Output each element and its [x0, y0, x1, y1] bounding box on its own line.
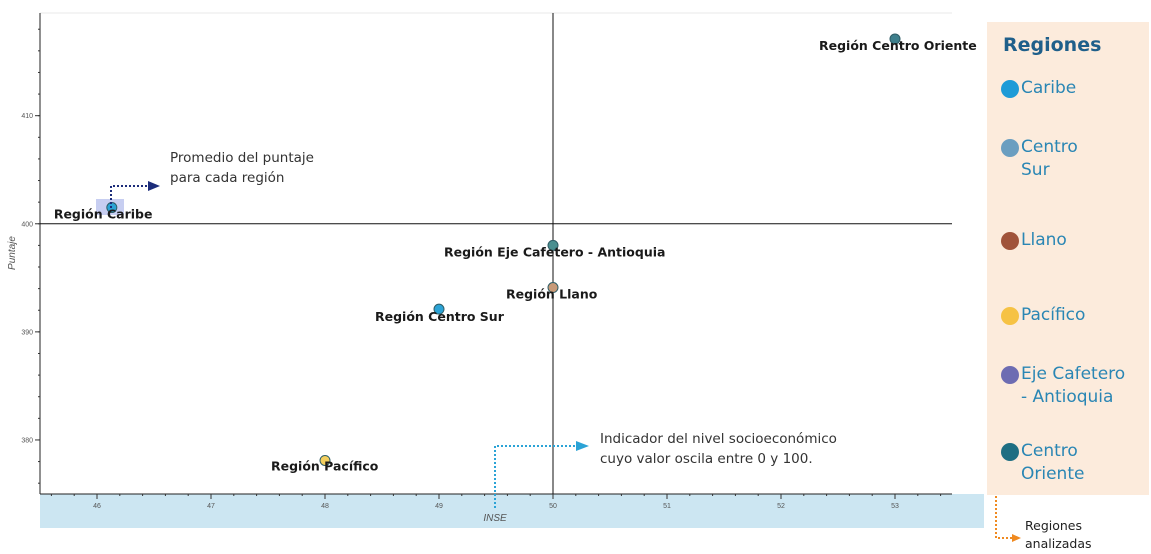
- legend-panel: Regiones Caribe Centro Sur Llano Pacífic…: [987, 22, 1149, 495]
- legend-label: Centro: [1021, 137, 1078, 157]
- data-point-label: Región Centro Oriente: [819, 38, 977, 53]
- legend-dot-icon: [1001, 443, 1019, 461]
- legend-item-centro-oriente: Centro Oriente: [1001, 440, 1084, 486]
- data-point-label: Región Eje Cafetero - Antioquia: [444, 244, 665, 259]
- annotation-line: Indicador del nivel socioeconómico: [600, 431, 837, 447]
- data-point: [547, 239, 559, 251]
- y-tick-label: 390: [21, 329, 33, 336]
- data-point-label: Región Centro Sur: [375, 309, 505, 324]
- annotation-inse: Indicador del nivel socioeconómico cuyo …: [494, 431, 837, 508]
- y-axis-ticks: 380 390 400 410: [21, 113, 40, 444]
- x-tick-label: 46: [93, 503, 101, 510]
- annotation-line: cuyo valor oscila entre 0 y 100.: [600, 451, 813, 467]
- legend-label: Oriente: [1021, 464, 1085, 484]
- y-axis-title: Puntaje: [7, 236, 18, 270]
- x-tick-label: 47: [207, 503, 215, 510]
- annotation-score-average: Promedio del puntaje para cada región: [110, 150, 314, 208]
- legend-label: Sur: [1021, 160, 1050, 180]
- x-tick-label: 51: [663, 503, 671, 510]
- legend-label: Centro: [1021, 441, 1078, 461]
- legend-item-eje-cafetero: Eje Cafetero - Antioquia: [1001, 363, 1125, 409]
- data-point-label: Región Pacífico: [271, 458, 379, 473]
- data-point: [319, 454, 331, 466]
- data-point: [889, 33, 901, 45]
- annotation-line: Promedio del puntaje: [170, 150, 314, 166]
- x-axis-band: [40, 494, 984, 528]
- x-axis-ticks: 46 47 48 49 50 51 52 53: [93, 494, 899, 510]
- legend-dot-icon: [1001, 307, 1019, 325]
- data-point-label: Región Caribe: [54, 207, 153, 222]
- x-tick-label: 52: [777, 503, 785, 510]
- data-point: [547, 282, 559, 294]
- y-tick-label: 380: [21, 437, 33, 444]
- legend-dot-icon: [1001, 232, 1019, 250]
- regions-note: Regiones analizadas: [1025, 518, 1092, 551]
- legend-dot-icon: [1001, 366, 1019, 384]
- regions-note-connector: [995, 496, 1021, 542]
- x-axis-title: INSE: [483, 513, 507, 524]
- arrow-icon: [1012, 534, 1021, 542]
- note-connector-line: [995, 496, 1012, 539]
- arrow-icon: [576, 441, 589, 451]
- legend-label: Eje Cafetero: [1021, 364, 1126, 384]
- legend-item-caribe: Caribe: [1001, 77, 1076, 100]
- annotation-line: para cada región: [170, 170, 284, 186]
- x-tick-label: 50: [549, 503, 557, 510]
- legend-label: - Antioquia: [1021, 387, 1114, 407]
- y-tick-label: 400: [21, 221, 33, 228]
- legend-label: Llano: [1021, 230, 1067, 250]
- legend-label: Pacífico: [1021, 305, 1086, 325]
- x-tick-label: 49: [435, 503, 443, 510]
- legend-item-llano: Llano: [1001, 229, 1067, 252]
- annotation-connector: [494, 445, 576, 508]
- x-tick-label: 48: [321, 503, 329, 510]
- legend-item-pacifico: Pacífico: [1001, 304, 1085, 327]
- legend-dot-icon: [1001, 139, 1019, 157]
- arrow-icon: [148, 181, 160, 191]
- data-point: [433, 303, 445, 315]
- legend-dot-icon: [1001, 80, 1019, 98]
- annotation-connector: [110, 185, 148, 208]
- y-tick-label: 410: [21, 113, 33, 120]
- legend-item-centro-sur: Centro Sur: [1001, 136, 1078, 182]
- legend-title: Regiones: [1003, 34, 1102, 56]
- x-tick-label: 53: [891, 503, 899, 510]
- data-point-label: Región Llano: [506, 287, 598, 302]
- legend-label: Caribe: [1021, 78, 1077, 98]
- data-point-labels: Región Caribe Región Centro Oriente Región…: [54, 38, 977, 474]
